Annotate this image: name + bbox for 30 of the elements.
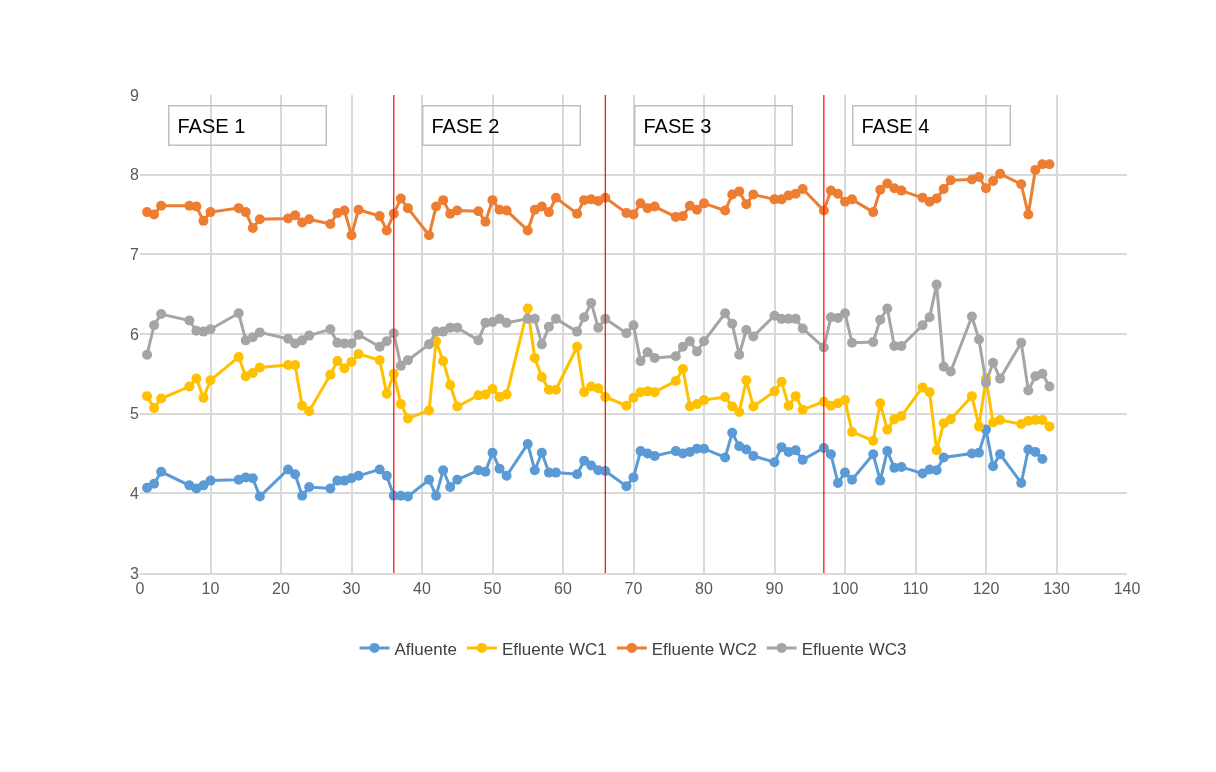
x-tick-label: 70 [624,579,643,597]
x-tick-label: 130 [1043,579,1070,597]
x-tick-label: 140 [1113,579,1141,597]
legend-label: Afluente [394,639,457,659]
x-tick-label: 50 [483,579,502,597]
y-tick-label: 7 [130,245,140,263]
y-tick-label: 5 [130,405,140,423]
annotation: FASE 2 [431,114,500,137]
legend-label: Efluente WC2 [651,639,757,659]
x-tick-label: 60 [554,579,572,597]
y-tick-label: 4 [130,484,140,502]
y-tick-label: 3 [130,564,140,582]
annotation: FASE 3 [643,114,712,137]
y-tick-label: 8 [130,166,140,184]
x-tick-label: 80 [695,579,713,597]
x-tick-label: 120 [972,579,1000,597]
y-tick-label: 9 [130,86,140,104]
x-tick-label: 0 [135,579,145,597]
x-tick-label: 100 [831,579,859,597]
y-tick-label: 6 [130,325,140,343]
x-tick-label: 10 [201,579,220,597]
x-tick-label: 40 [413,579,431,597]
annotation: FASE 4 [861,114,930,137]
legend-label: Efluente WC1 [501,639,607,659]
annotation: FASE 1 [177,114,246,137]
x-tick-label: 20 [272,579,290,597]
x-tick-label: 30 [342,579,361,597]
x-tick-label: 110 [902,579,929,597]
legend-label: Efluente WC3 [801,639,907,659]
x-tick-label: 90 [765,579,784,597]
